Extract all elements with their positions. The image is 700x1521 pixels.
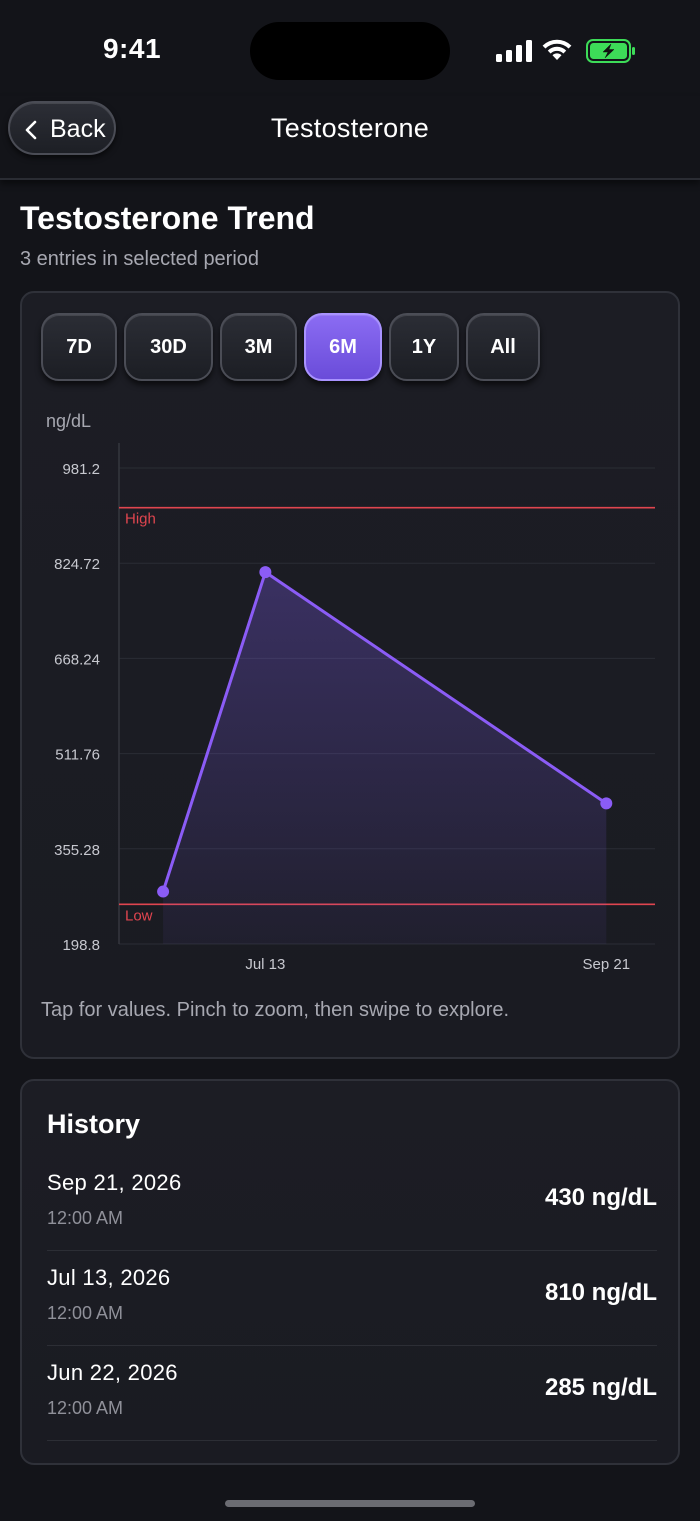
x-tick-label: Jul 13 — [245, 956, 285, 973]
x-tick-label: Sep 21 — [583, 956, 631, 973]
range-tab-label: 7D — [66, 336, 92, 358]
range-tab-6m[interactable]: 6M — [304, 313, 382, 381]
range-tab-label: 1Y — [411, 336, 437, 358]
axis-ticks: 981.2 824.72 668.24 511.76 355.28 198.8 Jul 13… — [54, 461, 630, 973]
navigation-bar: Back Testosterone — [0, 96, 700, 180]
series-area — [163, 572, 607, 944]
history-date: Jul 13, 2026 — [47, 1265, 171, 1290]
range-tab-label: All — [490, 336, 516, 358]
range-tab-7d[interactable]: 7D — [41, 313, 117, 381]
y-axis-label: ng/dL — [46, 411, 91, 431]
back-button[interactable]: Back — [8, 101, 116, 155]
y-tick-label: 198.8 — [62, 937, 100, 954]
chevron-left-icon — [25, 120, 37, 140]
chart-hint: Tap for values. Pinch to zoom, then swip… — [41, 999, 510, 1021]
range-tab-all[interactable]: All — [466, 313, 540, 381]
history-row[interactable]: Sep 21, 2026 12:00 AM 430 ng/dL — [47, 1156, 657, 1251]
page-title: Testosterone Trend — [20, 200, 315, 236]
y-tick-label: 981.2 — [62, 461, 100, 478]
history-card: History Sep 21, 2026 12:00 AM 430 ng/dL … — [20, 1079, 680, 1465]
history-row[interactable]: Jul 13, 2026 12:00 AM 810 ng/dL — [47, 1251, 657, 1346]
history-title: History — [47, 1109, 141, 1139]
battery-charging-icon — [586, 39, 635, 63]
range-tab-30d[interactable]: 30D — [124, 313, 213, 381]
nav-title: Testosterone — [270, 113, 430, 143]
chart-card: 7D 30D 3M 6M 1Y All ng/dL High Low 981.2 8… — [20, 291, 680, 1059]
history-date: Sep 21, 2026 — [47, 1170, 182, 1195]
history-row[interactable]: Jun 22, 2026 12:00 AM 285 ng/dL — [47, 1346, 657, 1441]
dynamic-island — [250, 22, 450, 80]
history-value: 810 ng/dL — [544, 1279, 657, 1306]
data-point — [157, 885, 170, 898]
history-time: 12:00 AM — [47, 1208, 124, 1228]
history-time: 12:00 AM — [47, 1398, 124, 1418]
history-value: 430 ng/dL — [544, 1184, 657, 1211]
trend-chart[interactable]: ng/dL High Low 981.2 824.72 668.24 511.76 355… — [22, 393, 678, 983]
chart-series — [157, 566, 613, 944]
y-tick-label: 355.28 — [54, 842, 100, 859]
history-date: Jun 22, 2026 — [47, 1360, 178, 1385]
page-subtitle: 3 entries in selected period — [20, 248, 260, 270]
range-tab-3m[interactable]: 3M — [220, 313, 297, 381]
history-value: 285 ng/dL — [544, 1374, 657, 1401]
reference-label-low: Low — [125, 907, 153, 924]
y-tick-label: 511.76 — [55, 747, 100, 764]
data-point — [600, 797, 613, 810]
range-tab-label: 6M — [329, 336, 357, 358]
status-bar: 9:41 — [0, 0, 700, 100]
range-tab-label: 3M — [244, 336, 273, 358]
y-tick-label: 668.24 — [54, 651, 100, 668]
cellular-signal-icon — [496, 40, 532, 62]
y-tick-label: 824.72 — [54, 556, 100, 573]
home-indicator — [225, 1500, 475, 1507]
status-time: 9:41 — [102, 33, 162, 64]
range-tab-1y[interactable]: 1Y — [389, 313, 459, 381]
history-time: 12:00 AM — [47, 1303, 124, 1323]
reference-label-high: High — [125, 511, 156, 528]
back-button-label: Back — [50, 115, 106, 143]
wifi-icon — [542, 39, 572, 60]
range-tab-label: 30D — [150, 336, 187, 358]
data-point — [259, 566, 272, 579]
